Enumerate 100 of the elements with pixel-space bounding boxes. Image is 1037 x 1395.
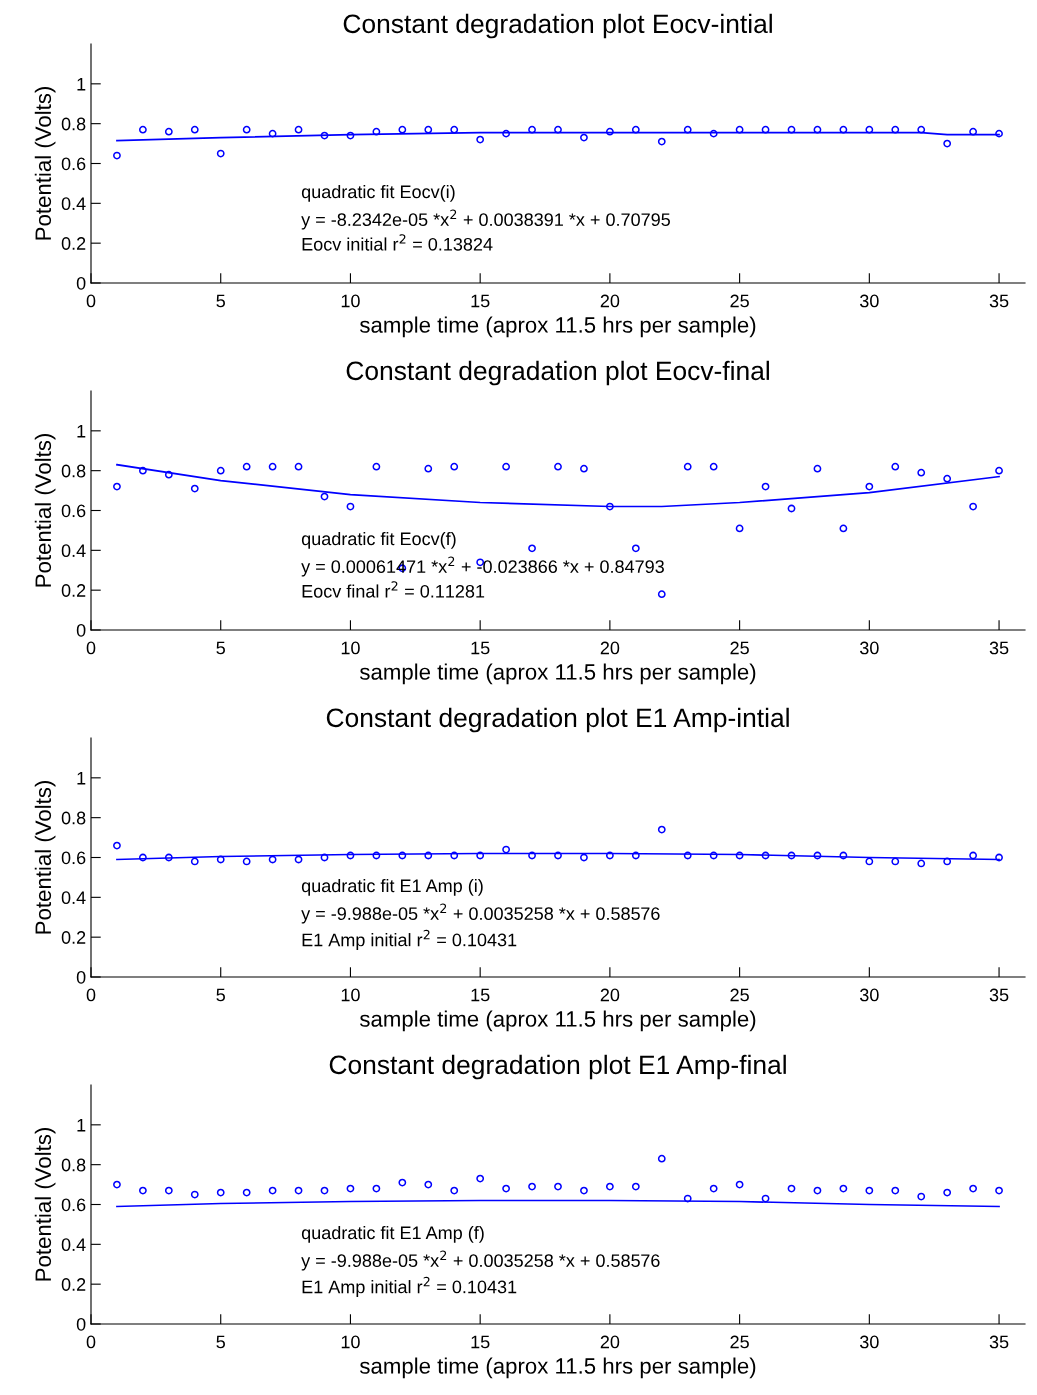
point: [605, 1182, 614, 1191]
x-tick-label: 5: [216, 641, 225, 655]
point: [242, 125, 251, 134]
point: [320, 131, 329, 140]
y-tick-label: 0.4: [61, 197, 86, 211]
point: [554, 851, 562, 860]
y-tick-label: 0.6: [61, 157, 86, 171]
y-tick-label: 0.6: [61, 1198, 86, 1212]
point: [190, 1190, 199, 1199]
point: [761, 851, 770, 860]
point: [398, 125, 407, 134]
annotation: quadratic fit E1 Amp (i): [301, 878, 483, 896]
x-tick-label: 5: [216, 294, 225, 308]
x-tick-label: 20: [600, 1335, 620, 1349]
x-tick-label: 5: [216, 988, 225, 1002]
point: [631, 544, 640, 553]
point: [709, 129, 718, 138]
point: [113, 482, 121, 491]
point: [450, 125, 459, 134]
point: [424, 851, 433, 860]
point: [346, 502, 355, 511]
x-tick-label: 10: [341, 1335, 360, 1349]
y-tick-label: 0.8: [61, 464, 86, 478]
x-tick-label: 20: [600, 294, 620, 308]
point: [554, 125, 562, 134]
point: [969, 502, 978, 511]
point: [216, 466, 225, 475]
point: [839, 125, 848, 134]
chart-title: Constant degradation plot Eocv-final: [346, 360, 769, 386]
x-tick-label: 0: [86, 641, 96, 655]
point: [216, 855, 225, 864]
point: [346, 131, 355, 140]
point: [891, 462, 900, 471]
point: [969, 127, 978, 136]
point: [502, 845, 511, 854]
x-tick-label: 15: [471, 294, 490, 308]
point: [943, 857, 952, 866]
x-axis-title: sample time (aprox 11.5 hrs per sample): [359, 316, 756, 338]
point: [943, 474, 952, 483]
y-tick-label: 0.4: [61, 544, 86, 558]
point: [735, 1180, 744, 1189]
point: [580, 1186, 588, 1195]
y-tick-label: 0.2: [61, 1278, 86, 1291]
x-tick-label: 25: [730, 988, 749, 1002]
point: [476, 851, 485, 860]
chart-title: Constant degradation plot E1 Amp-intial: [326, 707, 789, 733]
point: [943, 139, 952, 148]
point: [398, 1178, 407, 1187]
point: [943, 1188, 952, 1197]
point: [995, 129, 1003, 138]
point: [865, 125, 874, 134]
point: [138, 853, 147, 862]
x-tick-label: 0: [86, 294, 96, 308]
x-tick-label: 15: [471, 641, 490, 655]
x-tick-label: 35: [989, 294, 1009, 308]
point: [735, 125, 744, 134]
x-axis-title: sample time (aprox 11.5 hrs per sample): [359, 1010, 756, 1032]
point: [631, 851, 640, 860]
point: [216, 149, 225, 158]
point: [372, 851, 381, 860]
point: [709, 851, 718, 860]
x-tick-label: 20: [600, 641, 620, 655]
point: [761, 482, 770, 491]
x-axis-title: sample time (aprox 11.5 hrs per sample): [359, 663, 756, 685]
point: [683, 1194, 692, 1203]
point: [657, 1154, 666, 1163]
x-tick-label: 30: [859, 641, 879, 655]
y-tick-label: 1: [77, 771, 86, 785]
point: [294, 462, 303, 471]
annotation: E1 Amp initial r$^{2}$ = 0.10431: [302, 929, 517, 950]
point: [190, 484, 199, 493]
point: [761, 125, 770, 134]
point: [528, 1182, 536, 1191]
point: [113, 1180, 121, 1189]
point: [242, 1188, 251, 1197]
y-tick-label: 1: [77, 1118, 86, 1132]
point: [787, 125, 796, 134]
point: [813, 125, 822, 134]
point: [476, 1174, 485, 1183]
x-tick-label: 0: [86, 988, 96, 1002]
point: [450, 1186, 459, 1195]
point: [294, 125, 303, 134]
point: [372, 127, 381, 136]
point: [216, 1188, 225, 1197]
x-tick-label: 30: [859, 294, 879, 308]
point: [320, 853, 329, 862]
annotation: E1 Amp initial r$^{2}$ = 0.10431: [302, 1276, 517, 1297]
point: [657, 825, 666, 834]
x-tick-label: 15: [471, 988, 490, 1002]
point: [995, 853, 1003, 862]
point: [242, 462, 251, 471]
point: [398, 851, 407, 860]
point: [268, 855, 277, 864]
point: [891, 857, 900, 866]
point: [138, 125, 147, 134]
point: [502, 129, 511, 138]
point: [554, 1182, 562, 1191]
point: [580, 133, 588, 142]
x-tick-label: 25: [730, 294, 749, 308]
point: [813, 851, 822, 860]
